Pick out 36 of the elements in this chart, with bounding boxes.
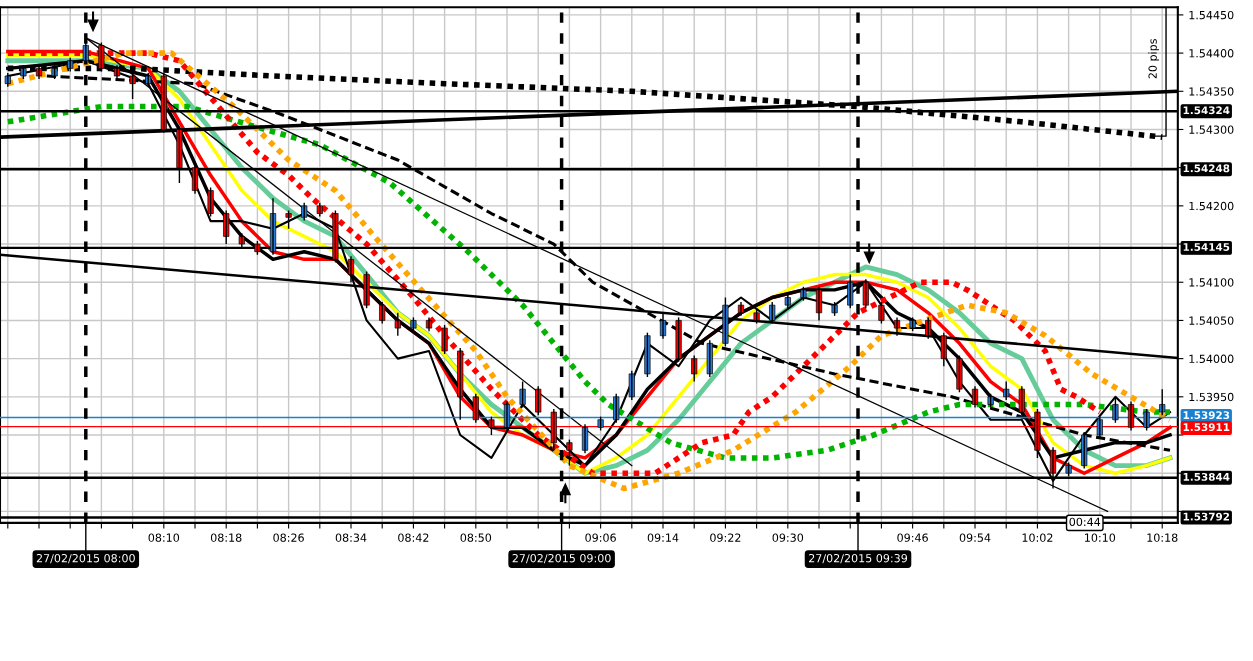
y-tick-label: 1.54350	[1189, 87, 1234, 96]
y-tick-label: 1.54000	[1189, 354, 1234, 364]
x-tick-label: 09:14	[647, 533, 679, 542]
ref-line-label: 1.54145	[1183, 243, 1230, 251]
ref-line-label: 1.53911	[1183, 423, 1230, 432]
annotation: 00:44	[1069, 517, 1101, 527]
ref-line-label: 27/02/2015 08:00	[36, 553, 135, 564]
x-tick-label: 09:30	[772, 533, 804, 542]
y-tick-label: 1.54450	[1189, 10, 1234, 20]
y-tick-label: 1.53950	[1189, 392, 1234, 402]
x-tick-label: 08:10	[148, 533, 180, 542]
ref-line-label: 1.54248	[1183, 164, 1230, 173]
x-tick-label: 10:18	[1147, 533, 1178, 542]
ref-line-label: 1.54324	[1183, 106, 1230, 115]
annotation: 20 pips	[1148, 39, 1159, 79]
ref-line-label: 1.53923	[1183, 411, 1230, 420]
x-tick-label: 08:42	[398, 533, 429, 542]
y-tick-label: 1.54100	[1189, 278, 1234, 287]
y-tick-label: 1.54300	[1189, 125, 1234, 134]
x-tick-label: 08:34	[335, 533, 367, 542]
x-tick-label: 08:18	[210, 533, 242, 542]
ref-line-label: 1.53792	[1183, 512, 1230, 521]
y-tick-label: 1.54200	[1189, 201, 1234, 211]
x-tick-label: 09:46	[897, 533, 928, 542]
x-tick-label: 10:02	[1022, 533, 1053, 542]
y-tick-label: 1.54400	[1189, 49, 1234, 58]
ref-line-label: 27/02/2015 09:00	[512, 553, 611, 564]
x-tick-label: 10:10	[1085, 533, 1116, 542]
x-tick-label: 09:06	[585, 533, 616, 542]
y-tick-label: 1.54050	[1189, 316, 1234, 325]
ref-line-label: 27/02/2015 09:39	[809, 553, 908, 564]
x-tick-label: 08:50	[460, 533, 492, 542]
ref-line-label: 1.53844	[1183, 472, 1230, 481]
x-tick-label: 09:54	[959, 533, 991, 542]
x-tick-label: 08:26	[273, 533, 304, 542]
x-tick-label: 09:22	[710, 533, 741, 542]
